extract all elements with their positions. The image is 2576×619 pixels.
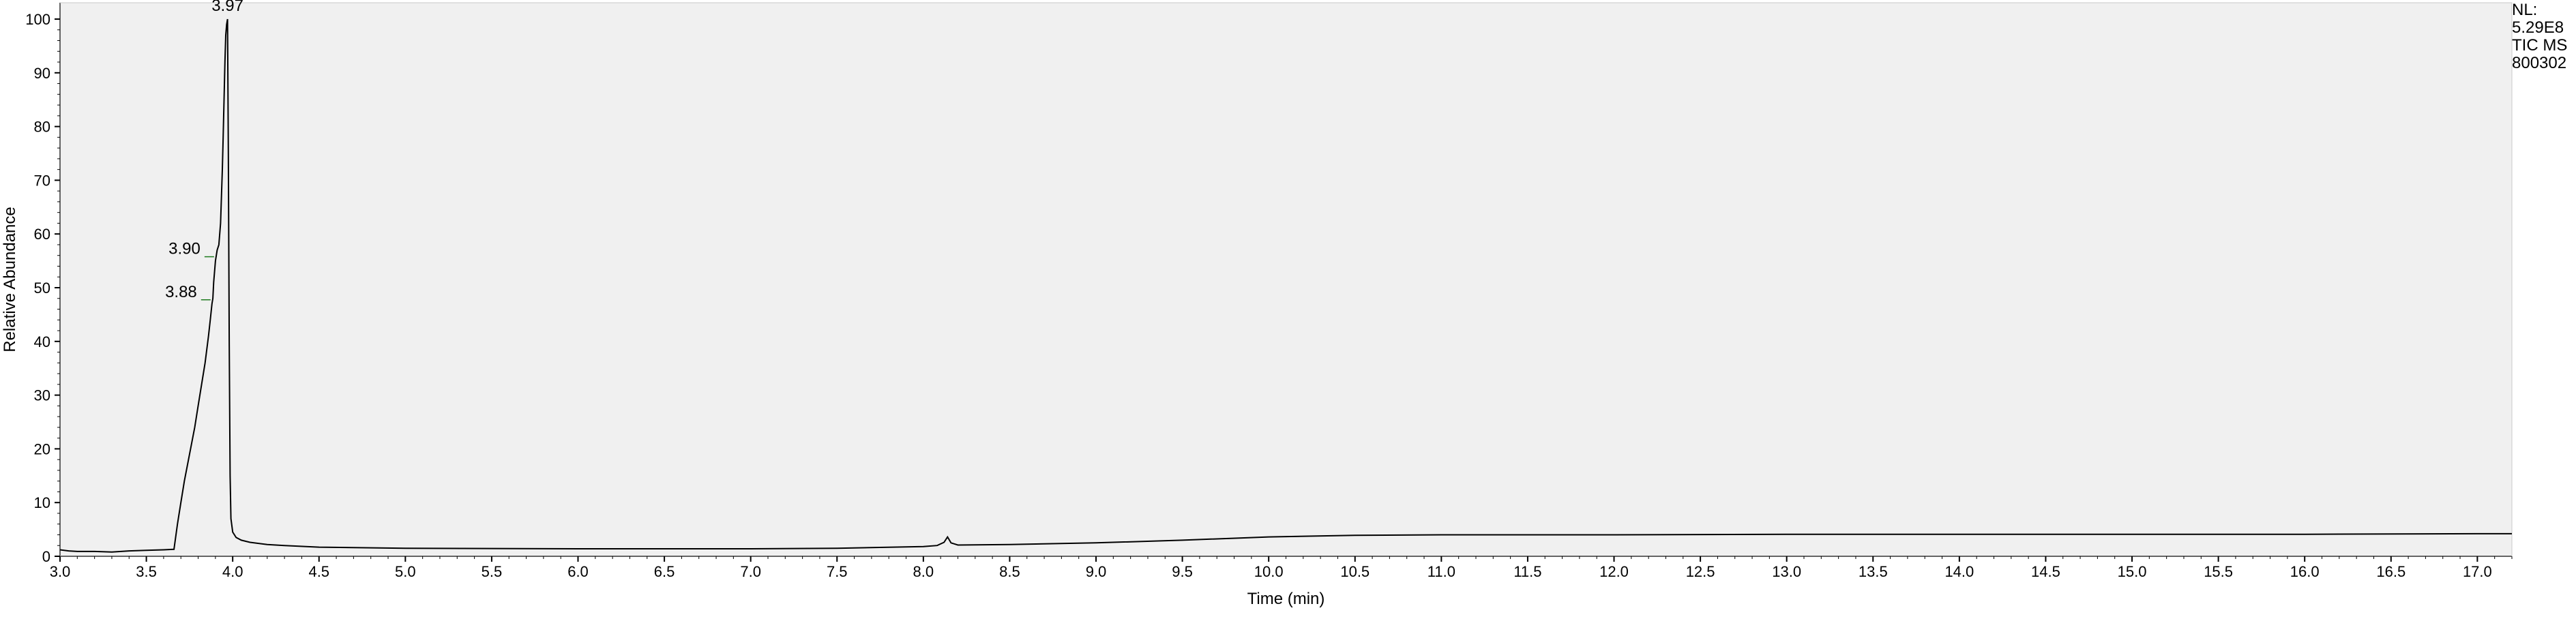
x-tick-label: 7.5: [827, 563, 848, 580]
x-tick-label: 7.0: [740, 563, 761, 580]
y-tick-label: 90: [34, 65, 50, 82]
x-tick-label: 16.5: [2376, 563, 2405, 580]
y-tick-label: 10: [34, 494, 50, 511]
x-tick-label: 5.0: [395, 563, 416, 580]
x-tick-label: 14.0: [1944, 563, 1974, 580]
normalization-label: NL:: [2512, 1, 2538, 19]
x-axis-label: Time (min): [1247, 590, 1325, 608]
y-tick-label: 20: [34, 440, 50, 457]
x-tick-label: 15.0: [2118, 563, 2147, 580]
peak-label: 3.97: [211, 0, 243, 15]
tic-trace-line: [59, 18, 2512, 553]
x-tick-label: 10.0: [1254, 563, 1284, 580]
x-tick-label: 17.0: [2463, 563, 2492, 580]
y-tick-label: 100: [25, 11, 50, 28]
y-tick-label: 0: [42, 548, 50, 565]
y-axis-label: Relative Abundance: [1, 207, 19, 352]
x-tick-label: 8.0: [913, 563, 934, 580]
y-tick-label: 80: [34, 119, 50, 136]
x-tick-label: 3.5: [136, 563, 157, 580]
x-tick-label: 9.5: [1172, 563, 1193, 580]
x-tick-label: 10.5: [1340, 563, 1370, 580]
y-axis-ticks: 0 10 20 30 40 50 60 70 80 90 100: [25, 11, 60, 565]
scan-type-label: TIC MS: [2512, 36, 2568, 55]
x-tick-label: 8.5: [999, 563, 1020, 580]
y-tick-label: 30: [34, 387, 50, 404]
x-tick-label: 14.5: [2031, 563, 2060, 580]
sample-id-label: 800302: [2512, 54, 2567, 72]
y-tick-label: 40: [34, 333, 50, 350]
x-tick-label: 13.0: [1772, 563, 1801, 580]
plot-area: [60, 3, 2512, 556]
normalization-value: 5.29E8: [2512, 18, 2564, 37]
x-tick-label: 3.0: [50, 563, 71, 580]
x-tick-label: 6.0: [567, 563, 589, 580]
y-tick-label: 50: [34, 280, 50, 297]
x-tick-label: 11.5: [1513, 563, 1541, 580]
x-tick-label: 15.5: [2204, 563, 2233, 580]
x-tick-label: 4.0: [222, 563, 243, 580]
x-tick-label: 16.0: [2290, 563, 2320, 580]
x-tick-label: 13.5: [1859, 563, 1888, 580]
y-tick-label: 60: [34, 226, 50, 243]
x-tick-label: 9.0: [1086, 563, 1107, 580]
peak-labels: 3.97 3.90 3.88: [165, 0, 243, 301]
peak-label: 3.90: [168, 240, 201, 258]
x-tick-label: 4.5: [308, 563, 329, 580]
x-axis-ticks: 3.0 3.5 4.0 4.5 5.0 5.5 6.0 6.5 7.0 7.5 8.0 8.5 9.0 9…: [50, 556, 2513, 580]
peak-label: 3.88: [165, 283, 197, 301]
x-tick-label: 5.5: [482, 563, 503, 580]
x-tick-label: 11.0: [1427, 563, 1455, 580]
scan-info-panel: NL: 5.29E8 TIC MS 800302: [2512, 1, 2567, 72]
x-tick-label: 12.5: [1686, 563, 1715, 580]
x-tick-label: 12.0: [1599, 563, 1629, 580]
x-tick-label: 6.5: [654, 563, 675, 580]
y-tick-label: 70: [34, 172, 50, 189]
